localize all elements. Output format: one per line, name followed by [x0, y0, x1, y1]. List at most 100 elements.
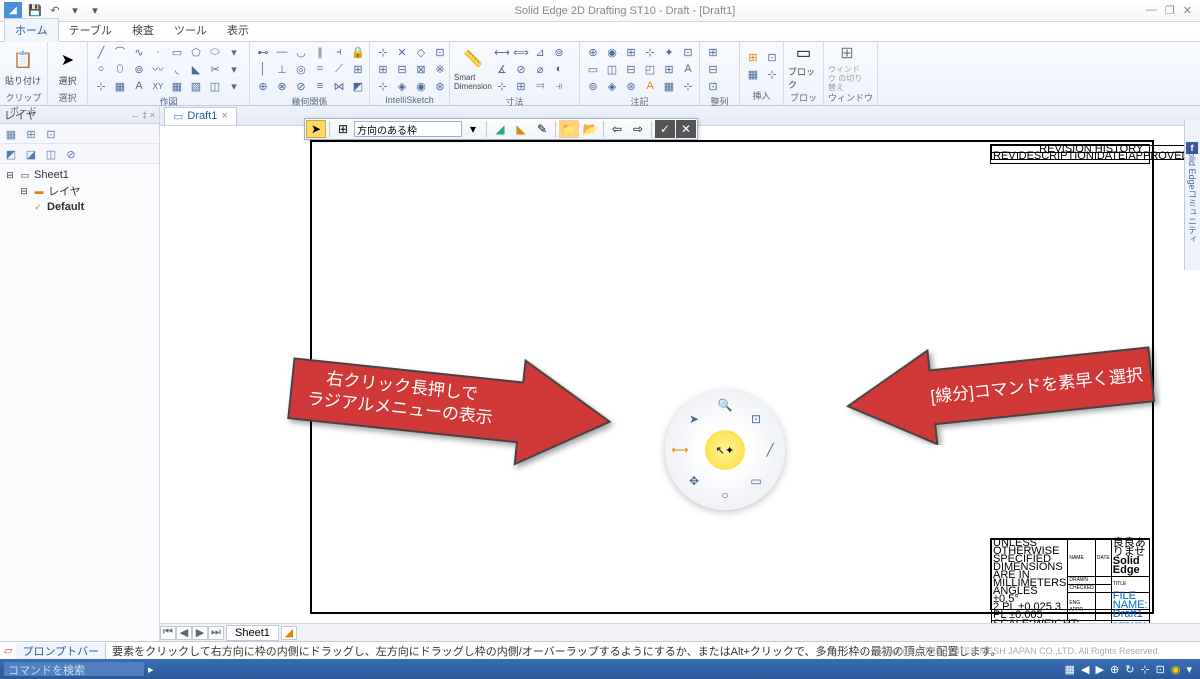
ins1-icon[interactable]: ⊞	[744, 50, 762, 66]
ins4-icon[interactable]: ⊹	[763, 67, 781, 83]
status-icon4[interactable]: ⊕	[1110, 663, 1119, 676]
collapse-icon[interactable]: ⊟	[4, 169, 16, 181]
rel5-icon[interactable]: ⋈	[330, 78, 348, 94]
dim8-icon[interactable]: ◐	[550, 61, 568, 77]
dim11-icon[interactable]: ⫤	[531, 78, 549, 94]
ft-selection-mode[interactable]	[354, 121, 462, 137]
ft-accept-icon[interactable]: ✓	[655, 120, 675, 138]
is8-icon[interactable]: ※	[431, 61, 449, 77]
ann1-icon[interactable]: ⊕	[584, 44, 602, 60]
doc-tab[interactable]: ▭Draft1×	[164, 107, 237, 125]
line-icon[interactable]: ╱	[92, 44, 110, 60]
ins3-icon[interactable]: ▦	[744, 67, 762, 83]
conc-icon[interactable]: ◎	[292, 61, 310, 77]
status-icon7[interactable]: ⊡	[1156, 663, 1165, 676]
dim6-icon[interactable]: ⊘	[512, 61, 530, 77]
poly-icon[interactable]: ⬠	[187, 44, 205, 60]
dim3-icon[interactable]: ⊿	[531, 44, 549, 60]
collapse-icon[interactable]: ⊟	[18, 185, 30, 197]
layer-tool7-icon[interactable]: ⊘	[62, 146, 80, 162]
ft-tool2-icon[interactable]: ◣	[511, 120, 531, 138]
close-icon[interactable]: ✕	[1183, 4, 1192, 17]
chamfer-icon[interactable]: ◣	[187, 61, 205, 77]
radial-fit-icon[interactable]: ⊡	[745, 408, 767, 430]
layer-tool4-icon[interactable]: ◩	[2, 146, 20, 162]
is11-icon[interactable]: ◉	[412, 78, 430, 94]
axis-icon[interactable]: ⊹	[92, 78, 110, 94]
ann3-icon[interactable]: ⊞	[622, 44, 640, 60]
select-button[interactable]: ➤選択	[52, 44, 83, 90]
layer-tool6-icon[interactable]: ◫	[42, 146, 60, 162]
ellipse-icon[interactable]: ⬯	[111, 61, 129, 77]
hatch-icon[interactable]: ▦	[111, 78, 129, 94]
is10-icon[interactable]: ◈	[393, 78, 411, 94]
arr1-icon[interactable]: ⊞	[704, 44, 722, 60]
status-icon8[interactable]: ◉	[1171, 663, 1181, 676]
command-search-input[interactable]: コマンドを検索	[4, 662, 144, 676]
last-sheet-icon[interactable]: ⏭	[208, 626, 224, 640]
next-sheet-icon[interactable]: ▶	[192, 626, 208, 640]
rect-icon[interactable]: ▭	[168, 44, 186, 60]
add-sheet-icon[interactable]: ◢	[281, 626, 297, 640]
lock-icon[interactable]: 🔒	[349, 44, 367, 60]
ft-folder2-icon[interactable]: 📂	[580, 120, 600, 138]
ft-folder1-icon[interactable]: 📁	[559, 120, 579, 138]
close-tab-icon[interactable]: ×	[221, 110, 227, 122]
block-button[interactable]: ▭ブロック	[788, 44, 819, 90]
ann10-icon[interactable]: ◰	[641, 61, 659, 77]
tree-root[interactable]: ⊟▭Sheet1	[4, 168, 155, 182]
minimize-icon[interactable]: —	[1146, 4, 1157, 17]
is5-icon[interactable]: ⊞	[374, 61, 392, 77]
spline-icon[interactable]: 〰	[149, 61, 167, 77]
text-icon[interactable]: A	[130, 78, 148, 94]
smart-dimension-button[interactable]: 📏Smart Dimension	[454, 46, 492, 92]
rel2-icon[interactable]: ⊗	[273, 78, 291, 94]
ft-tool1-icon[interactable]: ◢	[490, 120, 510, 138]
status-icon5[interactable]: ↻	[1125, 663, 1134, 676]
is12-icon[interactable]: ⊛	[431, 78, 449, 94]
dim5-icon[interactable]: ∡	[493, 61, 511, 77]
search-dropdown-icon[interactable]: ▸	[148, 663, 154, 676]
parallel-icon[interactable]: ∥	[311, 44, 329, 60]
sheet-tab[interactable]: Sheet1	[226, 625, 279, 641]
ann13-icon[interactable]: ⊚	[584, 78, 602, 94]
ft-cancel-icon[interactable]: ✕	[676, 120, 696, 138]
dim1-icon[interactable]: ⟷	[493, 44, 511, 60]
symm-icon[interactable]: ⫞	[330, 44, 348, 60]
ins2-icon[interactable]: ⊡	[763, 50, 781, 66]
perp-icon[interactable]: ⊥	[273, 61, 291, 77]
ann14-icon[interactable]: ◈	[603, 78, 621, 94]
offset-icon[interactable]: ⊚	[130, 61, 148, 77]
ft-fwd-icon[interactable]: ⇨	[628, 120, 648, 138]
ann5-icon[interactable]: ✦	[660, 44, 678, 60]
rel6-icon[interactable]: ◩	[349, 78, 367, 94]
more2-icon[interactable]: ▾	[225, 61, 243, 77]
radial-circle-icon[interactable]: ○	[714, 484, 736, 506]
radial-dim-icon[interactable]: ⟷	[669, 439, 691, 461]
dim7-icon[interactable]: ⌀	[531, 61, 549, 77]
region-icon[interactable]: ◫	[206, 78, 224, 94]
ann9-icon[interactable]: ⊟	[622, 61, 640, 77]
vert-icon[interactable]: │	[254, 61, 272, 77]
rigid-icon[interactable]: ⊞	[349, 61, 367, 77]
tab-inspect[interactable]: 検査	[122, 19, 164, 41]
ft-back-icon[interactable]: ⇦	[607, 120, 627, 138]
status-icon9[interactable]: ▾	[1186, 663, 1192, 676]
is6-icon[interactable]: ⊟	[393, 61, 411, 77]
facebook-icon[interactable]: f	[1186, 142, 1198, 154]
arr2-icon[interactable]: ⊟	[704, 61, 722, 77]
layer-tool1-icon[interactable]: ▦	[2, 126, 20, 142]
rel4-icon[interactable]: ≡	[311, 78, 329, 94]
equal-icon[interactable]: =	[311, 61, 329, 77]
is2-icon[interactable]: ✕	[393, 44, 411, 60]
dim12-icon[interactable]: ⫣	[550, 78, 568, 94]
undo-icon[interactable]: ↶	[46, 3, 64, 19]
app-icon[interactable]: ◢	[4, 2, 22, 20]
ann11-icon[interactable]: ⊞	[660, 61, 678, 77]
slot-icon[interactable]: ⬭	[206, 44, 224, 60]
maximize-icon[interactable]: ❐	[1165, 4, 1175, 17]
radial-rect-icon[interactable]: ▭	[745, 470, 767, 492]
is7-icon[interactable]: ⊠	[412, 61, 430, 77]
tree-default-layer[interactable]: ✓Default	[4, 200, 155, 214]
collinear-icon[interactable]: ⟋	[330, 61, 348, 77]
